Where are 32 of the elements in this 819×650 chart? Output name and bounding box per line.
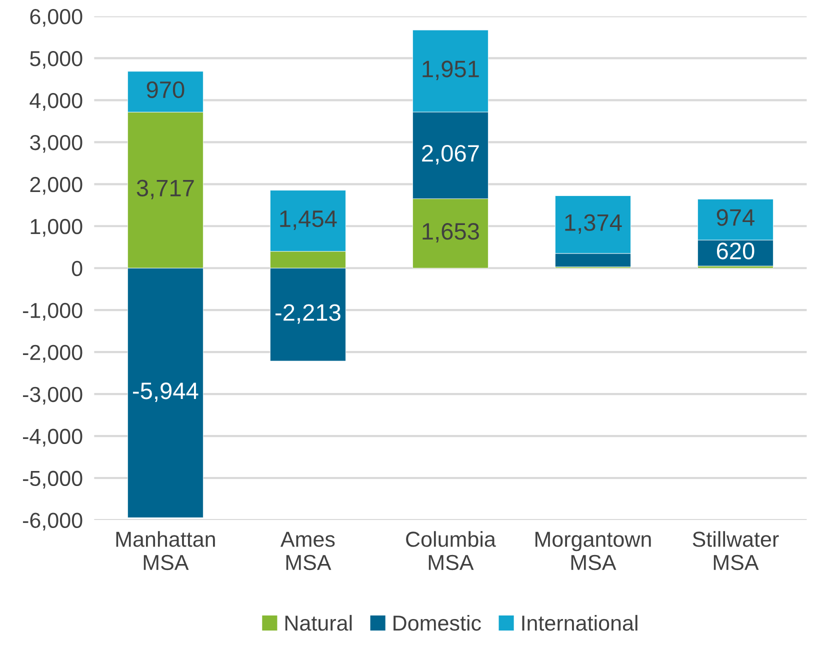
y-tick-label: -3,000: [22, 386, 82, 405]
data-label: 620: [716, 242, 754, 260]
x-tick-label: Ames MSA: [280, 532, 335, 570]
data-label: 3,717: [136, 180, 194, 200]
x-tick-label: Stillwater MSA: [692, 531, 779, 570]
data-label: 974: [716, 209, 754, 226]
data-label: -5,944: [133, 382, 198, 402]
data-label: 1,951: [422, 60, 479, 80]
y-tick-label: 6,000: [30, 9, 82, 27]
y-tick-label: 4,000: [30, 92, 82, 111]
x-tick-label: Manhattan MSA: [116, 531, 215, 570]
x-tick-label: Morgantown MSA: [535, 532, 651, 570]
y-tick-label: 5,000: [30, 50, 82, 69]
legend-label: Domestic: [394, 614, 481, 631]
y-tick-label: -4,000: [22, 428, 82, 447]
legend-label: International: [522, 614, 638, 631]
x-tick-label: Columbia MSA: [406, 531, 496, 570]
y-tick-label: -5,000: [22, 470, 82, 489]
y-tick-label: 1,000: [30, 218, 82, 237]
data-label: 1,454: [280, 210, 337, 230]
data-label: -2,213: [276, 304, 340, 324]
data-label: 2,067: [422, 144, 479, 164]
y-tick-label: 2,000: [30, 176, 82, 195]
y-tick-label: -1,000: [22, 302, 82, 321]
data-label: 970: [146, 81, 184, 98]
y-tick-label: 0: [72, 260, 82, 276]
legend-label: Natural: [285, 614, 352, 631]
y-tick-label: 3,000: [30, 134, 82, 153]
data-label: 1,374: [565, 214, 622, 234]
data-label: 1,653: [422, 223, 479, 243]
y-tick-label: -2,000: [22, 344, 82, 363]
y-tick-label: -6,000: [22, 512, 82, 531]
